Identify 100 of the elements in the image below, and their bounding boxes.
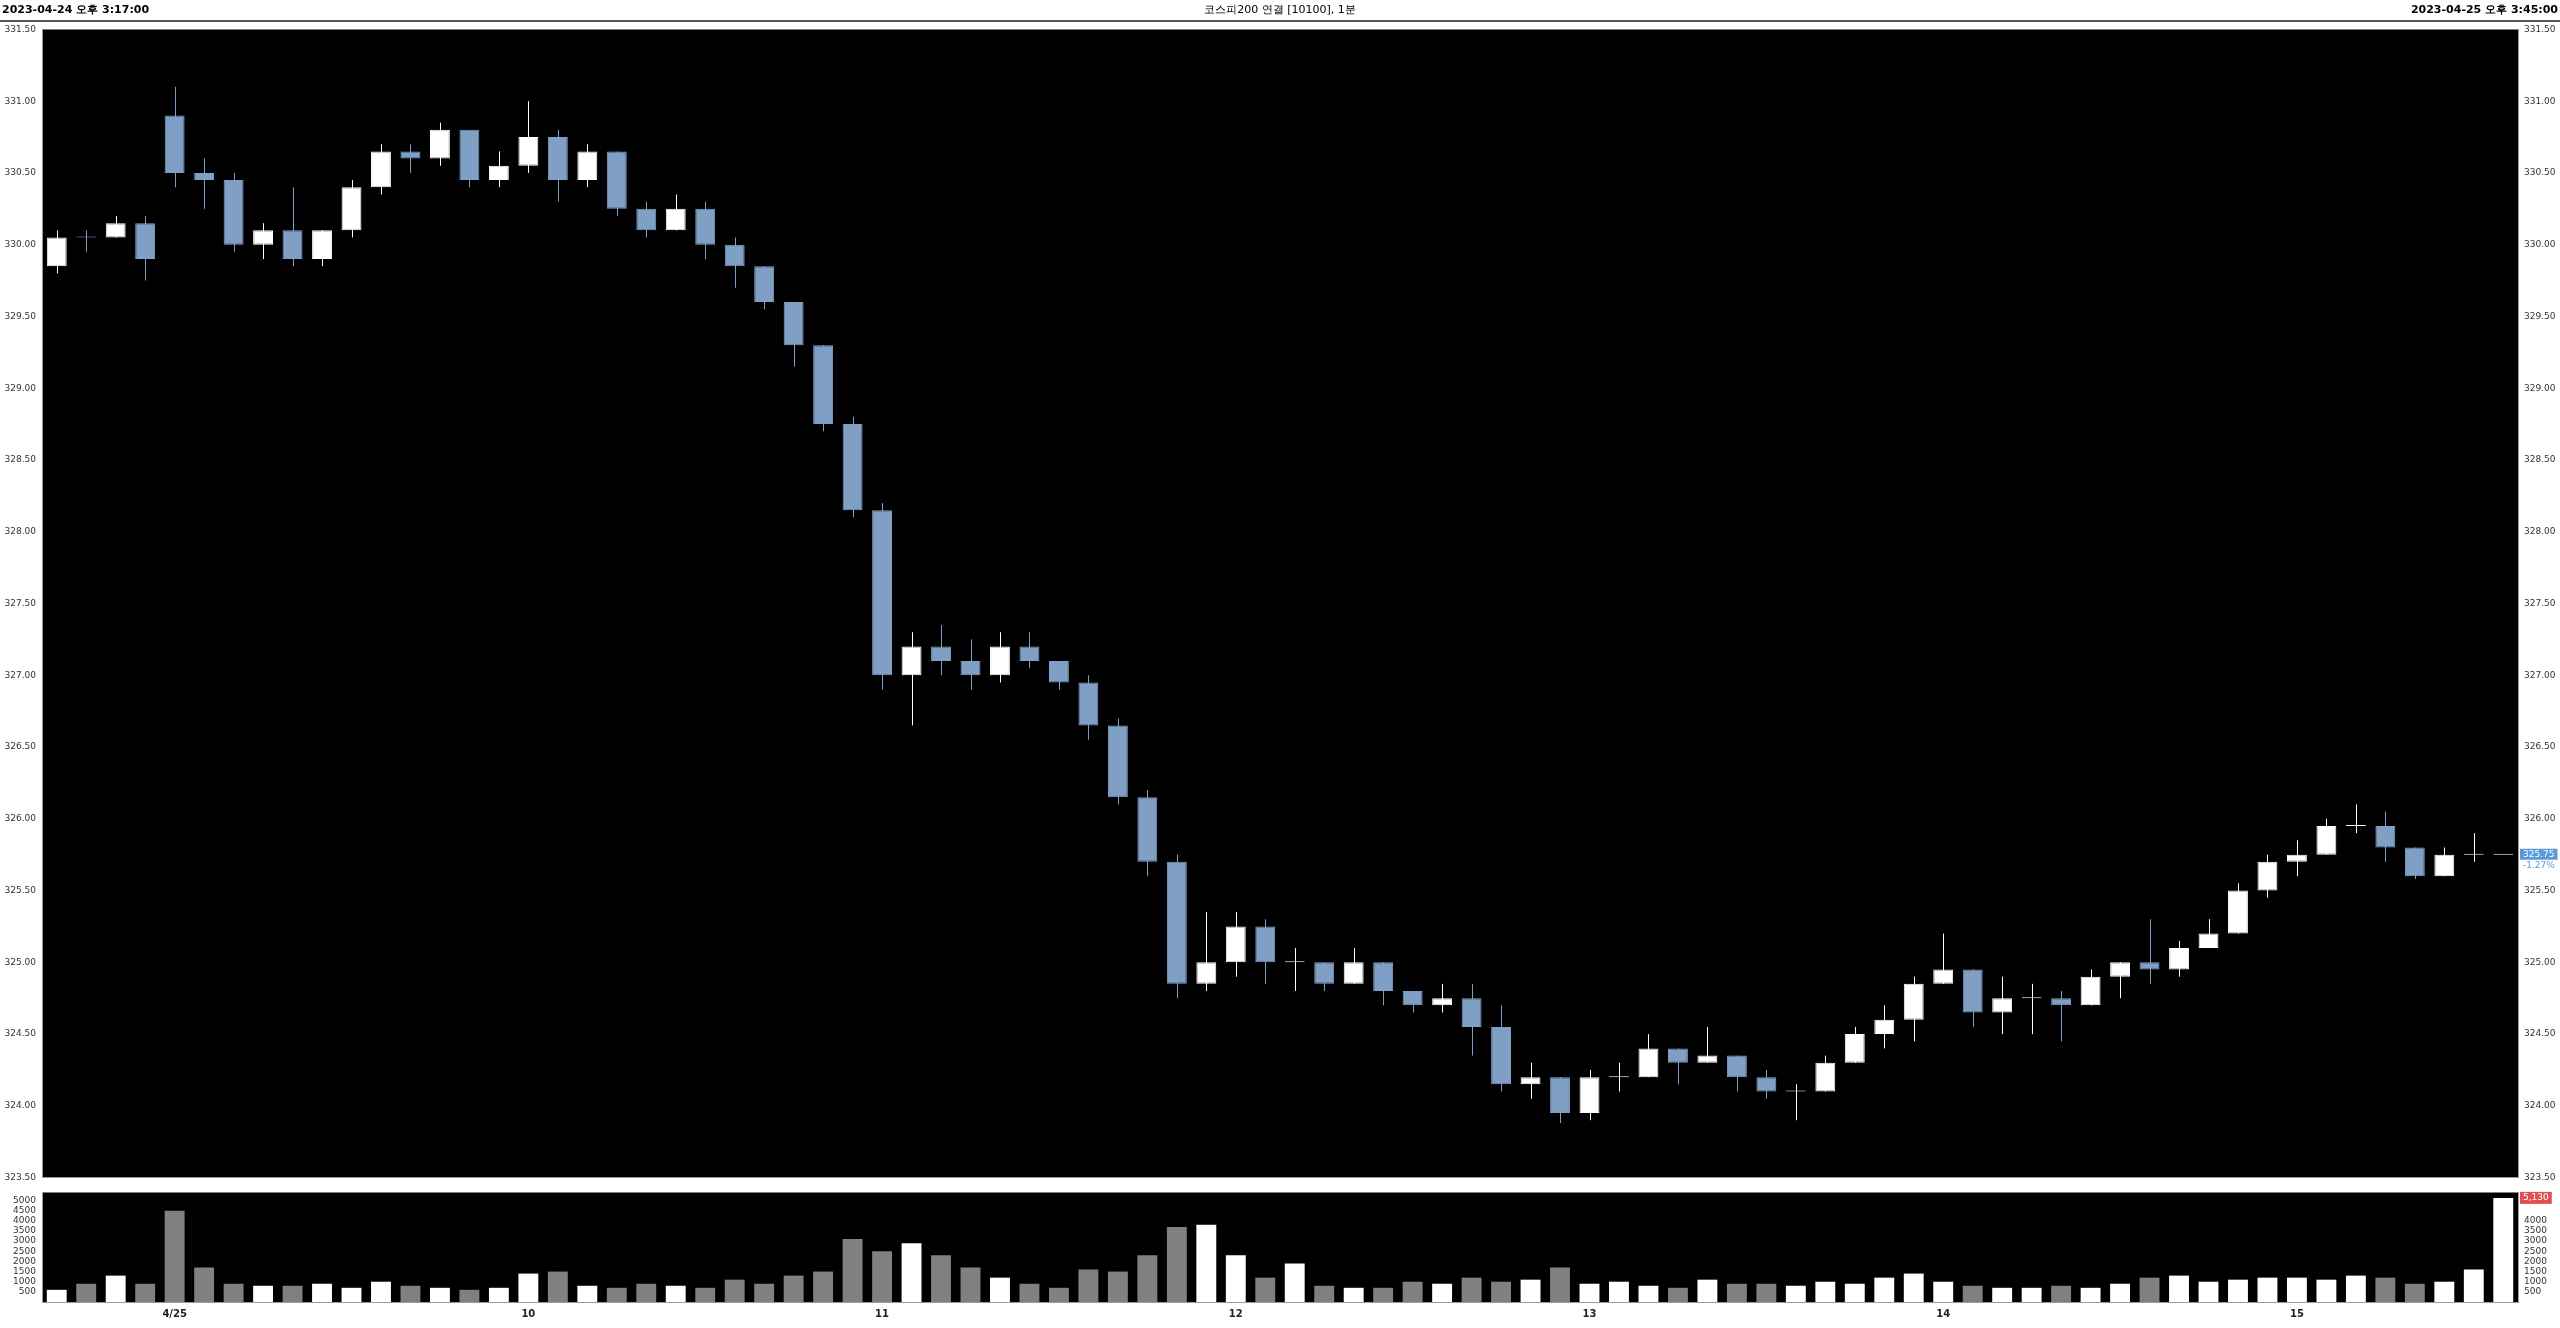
candlestick — [1314, 961, 1335, 992]
y2-tick-label: 330.50 — [2524, 167, 2556, 178]
y-tick-label: 4500 — [13, 1205, 37, 1216]
bar — [1166, 1226, 1187, 1302]
bar — [1697, 1279, 1718, 1302]
candlestick — [2434, 846, 2455, 877]
y2-tick-label: 2000 — [2524, 1255, 2548, 1266]
bar — [2316, 1279, 2337, 1302]
x-tick-label: 15 — [2289, 1307, 2304, 1319]
candlestick — [636, 201, 657, 239]
x-tick-label: 10 — [521, 1307, 536, 1319]
bar — [754, 1283, 775, 1302]
bar — [1019, 1283, 1040, 1302]
bar — [400, 1285, 421, 1302]
bar — [1992, 1287, 2013, 1302]
bar — [990, 1277, 1010, 1302]
bar — [164, 1210, 185, 1302]
y2-tick-label: 326.00 — [2524, 813, 2556, 824]
bar — [1373, 1287, 1394, 1302]
candlestick — [724, 237, 745, 289]
bar — [2463, 1269, 2484, 1302]
bar — [1343, 1287, 1364, 1302]
bar — [1579, 1283, 1600, 1302]
y-tick-label: 3000 — [13, 1235, 37, 1246]
candlestick — [1726, 1055, 1747, 1092]
y-tick-label: 328.00 — [4, 526, 37, 537]
y-tick-label: 328.50 — [4, 454, 37, 465]
candlestick — [1520, 1062, 1541, 1100]
bar — [1550, 1267, 1570, 1302]
bar — [1844, 1283, 1865, 1302]
y-tick-label: 2500 — [13, 1245, 37, 1256]
bar — [488, 1287, 509, 1302]
bar — [2404, 1283, 2425, 1302]
y-tick-label: 326.50 — [4, 741, 37, 752]
bar — [783, 1275, 804, 1302]
bar — [724, 1279, 745, 1302]
y2-tick-label: 328.50 — [2524, 454, 2556, 465]
bar — [194, 1267, 215, 1302]
bar — [1638, 1285, 1659, 1302]
bar — [547, 1271, 568, 1302]
bar — [76, 1283, 97, 1302]
y-tick-label: 500 — [18, 1286, 37, 1297]
bar — [960, 1267, 981, 1302]
bar — [1756, 1283, 1777, 1302]
y-tick-label: 324.00 — [4, 1100, 37, 1111]
bar — [1461, 1277, 1482, 1302]
y2-tick-label: 323.50 — [2524, 1171, 2556, 1182]
candlestick — [1697, 1026, 1718, 1064]
annotation: 5,130 — [2523, 1192, 2550, 1203]
bar — [1048, 1287, 1069, 1302]
x-tick-label: 12 — [1228, 1307, 1243, 1319]
chart-title: 코스피200 연결 [10100], 1분 — [1204, 2, 1356, 17]
bar — [901, 1243, 922, 1302]
bar — [1255, 1277, 1276, 1302]
y2-tick-label: 325.50 — [2524, 884, 2556, 895]
y-tick-label: 330.00 — [4, 239, 37, 250]
y2-tick-label: 330.00 — [2524, 239, 2556, 250]
y-tick-label: 324.50 — [4, 1028, 37, 1039]
bar — [2198, 1281, 2219, 1302]
bar — [2493, 1197, 2514, 1302]
candlestick — [194, 158, 215, 210]
y2-tick-label: 1500 — [2524, 1265, 2548, 1276]
y2-tick-label: 2500 — [2524, 1245, 2548, 1256]
bar — [695, 1287, 716, 1302]
bar — [223, 1283, 244, 1302]
bar — [1225, 1255, 1246, 1302]
bar — [429, 1287, 450, 1302]
y2-tick-label: 325.00 — [2524, 956, 2556, 967]
bar — [872, 1251, 893, 1302]
bar — [1903, 1273, 1924, 1302]
x-tick-label: 4/25 — [162, 1307, 187, 1319]
bar — [636, 1283, 657, 1302]
bar — [46, 1289, 67, 1302]
y-tick-label: 326.00 — [4, 813, 37, 824]
x-tick-label: 11 — [875, 1307, 890, 1319]
bar — [2228, 1279, 2248, 1302]
y2-tick-label: 324.00 — [2524, 1100, 2556, 1111]
y2-tick-label: 327.00 — [2524, 669, 2556, 680]
y2-tick-label: 500 — [2524, 1286, 2542, 1297]
y-tick-label: 331.50 — [4, 23, 37, 34]
bar — [1402, 1281, 1423, 1302]
y-tick-label: 2000 — [13, 1255, 37, 1266]
bar — [1815, 1281, 1836, 1302]
candlestick — [2139, 918, 2160, 985]
bar — [2110, 1283, 2131, 1302]
candlestick — [2345, 803, 2366, 834]
y-tick-label: 329.50 — [4, 310, 37, 321]
bar — [1609, 1281, 1629, 1302]
bar — [1667, 1287, 1688, 1302]
bar — [518, 1273, 539, 1302]
y2-tick-label: 331.00 — [2524, 95, 2556, 106]
candlestick — [2375, 811, 2396, 863]
bar — [2169, 1275, 2189, 1302]
bar — [2051, 1285, 2072, 1302]
y2-tick-label: 3000 — [2524, 1235, 2548, 1246]
candlestick — [1048, 660, 1069, 691]
y2-tick-label: 327.50 — [2524, 597, 2556, 608]
bar — [813, 1271, 834, 1302]
y-tick-label: 327.00 — [4, 669, 37, 680]
bar — [1785, 1285, 1806, 1302]
